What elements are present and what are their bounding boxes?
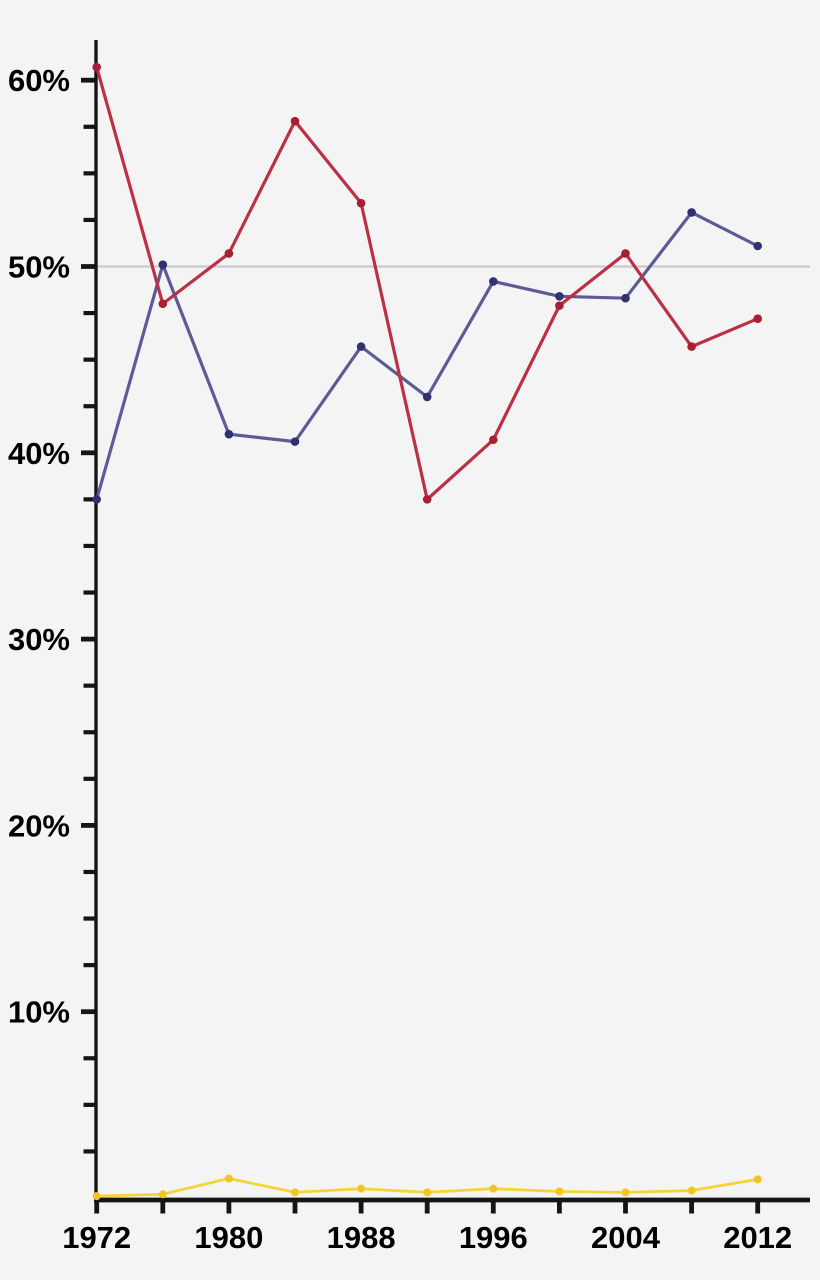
series-red-point [290,116,300,126]
series-blue-point [290,437,300,446]
series-red-point [555,301,564,310]
series-yellow-point [357,1184,366,1193]
series-yellow-point [92,1192,101,1201]
y-axis-label: 50% [8,250,70,285]
x-axis-label: 1980 [194,1220,263,1255]
y-axis-label: 30% [8,622,70,657]
series-blue-point [422,392,432,402]
series-blue-point [356,342,366,351]
series-blue-point [555,292,564,301]
y-axis-label: 20% [8,808,70,843]
series-blue-point [224,429,234,439]
series-blue-point [621,293,630,303]
series-yellow-point [753,1175,762,1184]
y-axis-label: 40% [8,436,70,471]
series-yellow-point [423,1188,432,1197]
series-blue-point [753,241,762,251]
y-axis-label: 60% [8,63,70,98]
x-axis-label: 1996 [459,1220,528,1255]
series-yellow-point [489,1184,498,1193]
x-axis-label: 2004 [591,1220,661,1255]
series-red-point [158,299,168,309]
series-yellow-point [158,1190,167,1199]
series-yellow-point [291,1188,299,1197]
series-yellow-point [555,1187,564,1196]
series-red-line [95,65,760,501]
series-red-point [753,314,762,323]
series-blue-point [158,260,168,269]
x-axis-label: 2012 [723,1220,792,1255]
series-red-point [224,249,234,258]
series-red-point [489,435,498,445]
series-yellow-point [687,1186,696,1195]
x-axis-label: 1988 [327,1220,396,1255]
series-blue-line [95,210,760,501]
series-blue-point [687,208,696,217]
series-yellow-point [224,1174,233,1183]
x-axis-label: 1972 [62,1220,131,1255]
series-yellow-point [621,1188,630,1197]
series-red-point [92,62,101,72]
y-axis-label: 10% [8,995,70,1030]
series-red-point [687,342,696,351]
series-red-point [422,495,432,504]
series-red-point [621,249,630,258]
series-blue-point [489,277,498,286]
series-blue-point [92,495,101,504]
series-red-point [356,198,366,208]
